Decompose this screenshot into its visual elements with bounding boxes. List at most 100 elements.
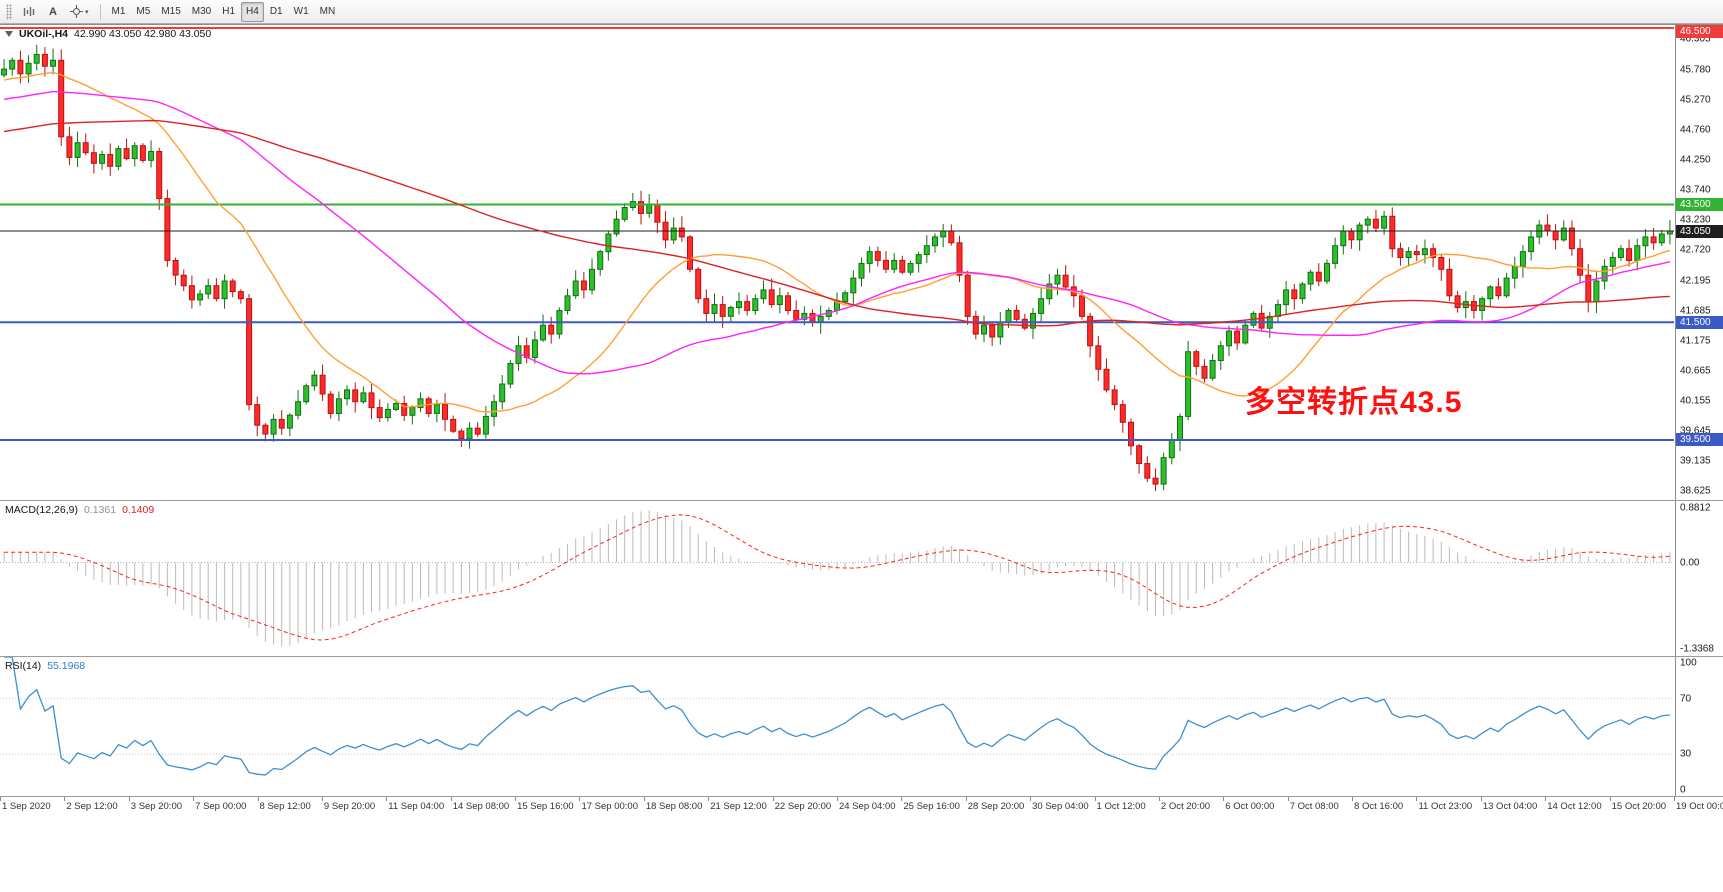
time-tick — [1674, 797, 1675, 801]
time-tick — [0, 797, 1, 801]
time-label: 8 Oct 16:00 — [1354, 801, 1404, 812]
rsi-panel: RSI(14) 55.1968 100 70 30 0 — [0, 656, 1723, 796]
time-tick — [772, 797, 774, 801]
rsi-scale-label: 30 — [1680, 748, 1692, 760]
main-chart-plot[interactable]: UKOil-,H4 42.990 43.050 42.980 43.050 多空… — [0, 25, 1675, 500]
crosshair-icon — [70, 5, 83, 18]
time-label: 6 Oct 00:00 — [1225, 801, 1275, 812]
price-level-box-41.500: 41.500 — [1676, 315, 1723, 329]
time-label: 15 Sep 16:00 — [517, 801, 574, 812]
text-tool-icon: A — [49, 5, 57, 18]
main-price-scale[interactable]: 46.305 45.780 45.270 44.760 44.250 43.740 43.2… — [1675, 25, 1723, 500]
timeframe-button-d1[interactable]: D1 — [269, 6, 283, 17]
time-tick — [1545, 797, 1547, 801]
time-label: 14 Sep 08:00 — [452, 801, 510, 812]
time-label: 11 Oct 23:00 — [1418, 801, 1473, 812]
macd-label: MACD(12,26,9) — [5, 504, 78, 516]
price-level-box-43.050: 43.050 — [1676, 224, 1723, 238]
toolbar: A ▾ M1 M5 M15 M30 H1 H4 D1 W1 MN — [0, 0, 1723, 24]
time-tick — [193, 797, 195, 801]
crosshair-button[interactable]: ▾ — [65, 2, 94, 22]
rsi-title: RSI(14) 55.1968 — [5, 660, 85, 672]
time-axis[interactable]: 1 Sep 2020 2 Sep 12:00 3 Sep 20:00 7 Sep 00… — [0, 796, 1723, 816]
ma-line-sma-50 — [3, 90, 1671, 375]
time-tick — [579, 797, 581, 801]
time-label: 2 Oct 20:00 — [1160, 801, 1211, 812]
time-label: 1 Oct 12:00 — [1096, 801, 1146, 812]
price-scale-label: 45.780 — [1680, 64, 1711, 76]
time-label: 30 Sep 04:00 — [1032, 801, 1089, 812]
caret-down-icon: ▾ — [85, 8, 89, 16]
time-tick — [1158, 797, 1160, 801]
rsi-value: 55.1968 — [47, 660, 86, 672]
candlestick-chart[interactable] — [0, 25, 1674, 500]
rsi-scale-label: 100 — [1680, 657, 1697, 669]
ma-line-sma-100 — [3, 119, 1670, 327]
time-label: 7 Sep 00:00 — [195, 801, 247, 812]
chart-ohlc-values: 42.990 43.050 42.980 43.050 — [74, 28, 212, 40]
price-scale-label: 40.155 — [1680, 395, 1711, 407]
time-tick — [837, 797, 838, 801]
main-chart-panel: UKOil-,H4 42.990 43.050 42.980 43.050 多空… — [0, 24, 1723, 500]
rsi-scale[interactable]: 100 70 30 0 — [1675, 657, 1723, 796]
toolbar-separator — [99, 3, 101, 20]
one-click-trading-toggle-icon[interactable] — [5, 31, 13, 37]
timeframe-button-m5[interactable]: M5 — [136, 6, 151, 17]
time-tick — [321, 797, 323, 801]
timeframe-group: M1 M5 M15 M30 H1 H4 D1 W1 MN — [107, 1, 341, 22]
time-label: 18 Sep 08:00 — [645, 801, 703, 812]
timeframe-button-h4[interactable]: H4 — [241, 1, 264, 22]
timeframe-button-mn[interactable]: MN — [319, 6, 336, 17]
macd-chart — [0, 510, 1674, 647]
time-tick — [1609, 797, 1611, 801]
time-tick — [1030, 797, 1032, 801]
time-label: 22 Sep 20:00 — [774, 801, 832, 812]
time-label: 8 Sep 12:00 — [259, 801, 311, 812]
time-label: 2 Sep 12:00 — [66, 801, 118, 812]
time-label: 19 Oct 00:00 — [1676, 801, 1723, 812]
toolbar-drag-handle[interactable] — [6, 3, 12, 20]
time-tick — [128, 797, 130, 801]
time-label: 7 Oct 08:00 — [1289, 801, 1339, 812]
timeframe-button-m1[interactable]: M1 — [111, 6, 126, 17]
price-scale-label: 44.760 — [1680, 124, 1711, 136]
time-tick — [708, 797, 710, 801]
macd-plot[interactable]: MACD(12,26,9) 0.1361 0.1409 — [0, 501, 1675, 656]
timeframe-button-w1[interactable]: W1 — [293, 6, 309, 17]
time-label: 14 Oct 12:00 — [1547, 801, 1602, 812]
rsi-label: RSI(14) — [5, 660, 42, 672]
price-level-box-46.500: 46.500 — [1676, 25, 1723, 38]
price-scale-label: 44.250 — [1680, 154, 1711, 166]
time-tick — [515, 797, 517, 801]
text-annotation-button[interactable]: A — [42, 2, 64, 22]
chart-title: UKOil-,H4 42.990 43.050 42.980 43.050 — [5, 28, 211, 40]
timeframe-button-m15[interactable]: M15 — [161, 6, 181, 17]
rsi-scale-label: 70 — [1680, 693, 1692, 705]
price-scale-label: 41.685 — [1680, 305, 1711, 317]
time-tick — [965, 797, 967, 801]
price-scale-label: 41.175 — [1680, 335, 1711, 347]
time-tick — [1287, 797, 1289, 801]
macd-scale-label: 0.00 — [1680, 557, 1700, 568]
time-tick — [1480, 797, 1482, 801]
macd-scale[interactable]: 0.8812 0.00 -1.3368 — [1675, 501, 1723, 656]
time-label: 9 Sep 20:00 — [323, 801, 376, 812]
price-scale-label: 42.720 — [1680, 244, 1711, 256]
macd-scale-label: -1.3368 — [1680, 643, 1714, 655]
rsi-plot[interactable]: RSI(14) 55.1968 — [0, 657, 1675, 796]
bar-chart-icon — [23, 6, 35, 16]
chart-symbol-period: UKOil-,H4 — [19, 28, 69, 40]
time-label: 21 Sep 12:00 — [710, 801, 767, 812]
bar-chart-button[interactable] — [17, 2, 41, 22]
timeframe-button-h1[interactable]: H1 — [222, 6, 236, 17]
timeframe-button-m30[interactable]: M30 — [191, 6, 212, 17]
price-scale-label: 42.195 — [1680, 275, 1711, 287]
chart-annotation[interactable]: 多空转折点43.5 — [1245, 386, 1463, 419]
time-tick — [450, 797, 452, 801]
time-tick — [64, 797, 66, 801]
time-label: 11 Sep 04:00 — [388, 801, 445, 812]
price-scale-label: 45.270 — [1680, 94, 1711, 106]
macd-scale-label: 0.8812 — [1680, 502, 1711, 514]
time-tick — [1094, 797, 1096, 801]
